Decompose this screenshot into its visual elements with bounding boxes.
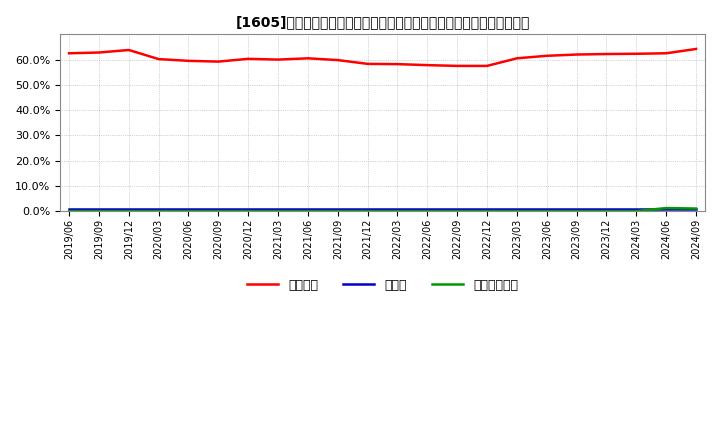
繰延税金資産 (154, 209, 163, 214)
Line: 自己資本: 自己資本 (69, 49, 696, 66)
自己資本 (692, 46, 701, 51)
繰延税金資産 (513, 209, 521, 214)
のれん (692, 206, 701, 212)
繰延税金資産 (602, 209, 611, 214)
のれん (154, 206, 163, 212)
自己資本 (125, 48, 133, 53)
自己資本 (662, 51, 670, 56)
Line: 繰延税金資産: 繰延税金資産 (69, 208, 696, 211)
自己資本 (572, 52, 581, 57)
繰延税金資産 (244, 209, 253, 214)
のれん (423, 206, 432, 212)
繰延税金資産 (572, 209, 581, 214)
繰延税金資産 (125, 209, 133, 214)
繰延税金資産 (364, 209, 372, 214)
繰延税金資産 (542, 209, 551, 214)
のれん (333, 206, 342, 212)
繰延税金資産 (692, 206, 701, 211)
自己資本 (513, 56, 521, 61)
のれん (632, 206, 641, 212)
繰延税金資産 (304, 209, 312, 214)
繰延税金資産 (65, 209, 73, 214)
繰延税金資産 (423, 209, 432, 214)
自己資本 (453, 63, 462, 69)
繰延税金資産 (632, 209, 641, 214)
のれん (244, 206, 253, 212)
のれん (184, 206, 193, 212)
繰延税金資産 (94, 209, 103, 214)
繰延税金資産 (214, 209, 222, 214)
繰延税金資産 (274, 209, 282, 214)
自己資本 (393, 62, 402, 67)
自己資本 (184, 58, 193, 63)
のれん (542, 206, 551, 212)
のれん (482, 206, 491, 212)
自己資本 (423, 62, 432, 68)
のれん (94, 206, 103, 212)
のれん (304, 206, 312, 212)
繰延税金資産 (453, 209, 462, 214)
のれん (393, 206, 402, 212)
自己資本 (154, 56, 163, 62)
のれん (602, 206, 611, 212)
自己資本 (274, 57, 282, 62)
Title: [1605]　自己資本、のれん、繰延税金資産の総資産に対する比率の推移: [1605] 自己資本、のれん、繰延税金資産の総資産に対する比率の推移 (235, 15, 530, 29)
自己資本 (65, 51, 73, 56)
自己資本 (482, 63, 491, 69)
のれん (65, 206, 73, 212)
繰延税金資産 (184, 209, 193, 214)
自己資本 (602, 51, 611, 57)
自己資本 (542, 53, 551, 59)
のれん (125, 206, 133, 212)
繰延税金資産 (482, 209, 491, 214)
Legend: 自己資本, のれん, 繰延税金資産: 自己資本, のれん, 繰延税金資産 (242, 274, 523, 297)
のれん (513, 206, 521, 212)
自己資本 (333, 58, 342, 63)
自己資本 (364, 61, 372, 66)
自己資本 (244, 56, 253, 62)
繰延税金資産 (333, 209, 342, 214)
繰延税金資産 (662, 205, 670, 211)
自己資本 (214, 59, 222, 64)
のれん (662, 206, 670, 212)
のれん (364, 206, 372, 212)
自己資本 (304, 56, 312, 61)
のれん (214, 206, 222, 212)
繰延税金資産 (393, 209, 402, 214)
のれん (572, 206, 581, 212)
自己資本 (632, 51, 641, 56)
のれん (453, 206, 462, 212)
のれん (274, 206, 282, 212)
自己資本 (94, 50, 103, 55)
